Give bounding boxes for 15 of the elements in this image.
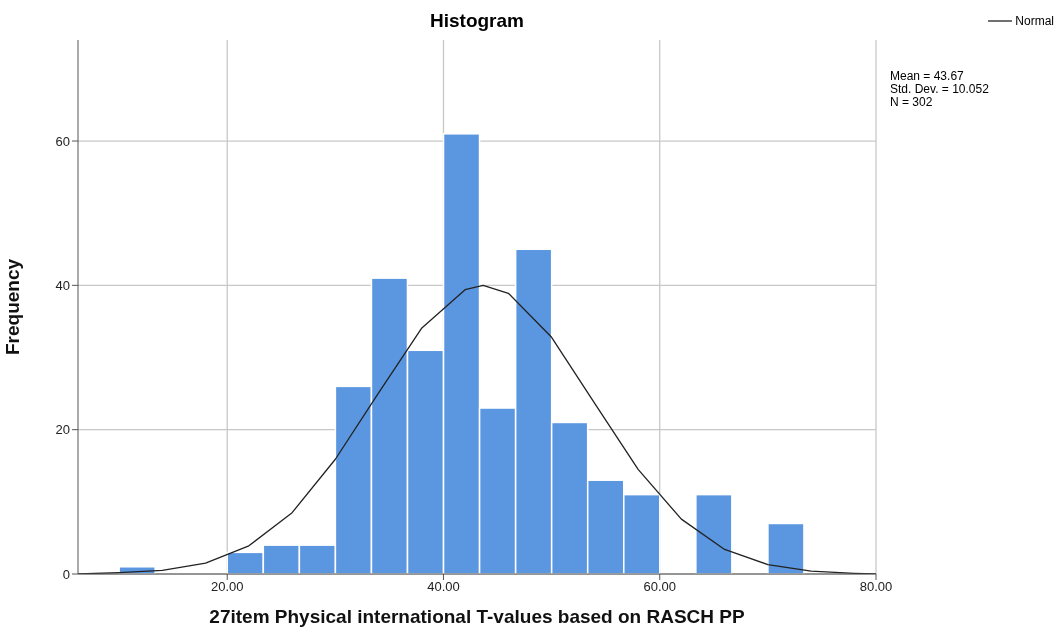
y-tick-label: 0 bbox=[62, 566, 70, 582]
x-tick-label: 60.00 bbox=[643, 579, 677, 595]
x-axis-title: 27item Physical international T-values based on RASCH PP bbox=[209, 606, 745, 627]
legend-label: Normal bbox=[1015, 14, 1054, 28]
chart-title: Histogram bbox=[429, 10, 525, 32]
text: Mean = 43.67 bbox=[890, 69, 965, 83]
x-tick-label: 40.00 bbox=[427, 579, 460, 595]
y-tick-label: 20 bbox=[55, 422, 70, 438]
text: Std. Dev. = 10.052 bbox=[890, 82, 989, 96]
y-axis-title: Frequency bbox=[1, 258, 23, 356]
x-tick-label: 20.00 bbox=[210, 579, 244, 595]
y-tick-label: 60 bbox=[55, 133, 70, 149]
y-tick-label: 40 bbox=[55, 277, 70, 293]
text: N = 302 bbox=[890, 95, 934, 109]
x-tick-label: 80.00 bbox=[859, 579, 893, 595]
